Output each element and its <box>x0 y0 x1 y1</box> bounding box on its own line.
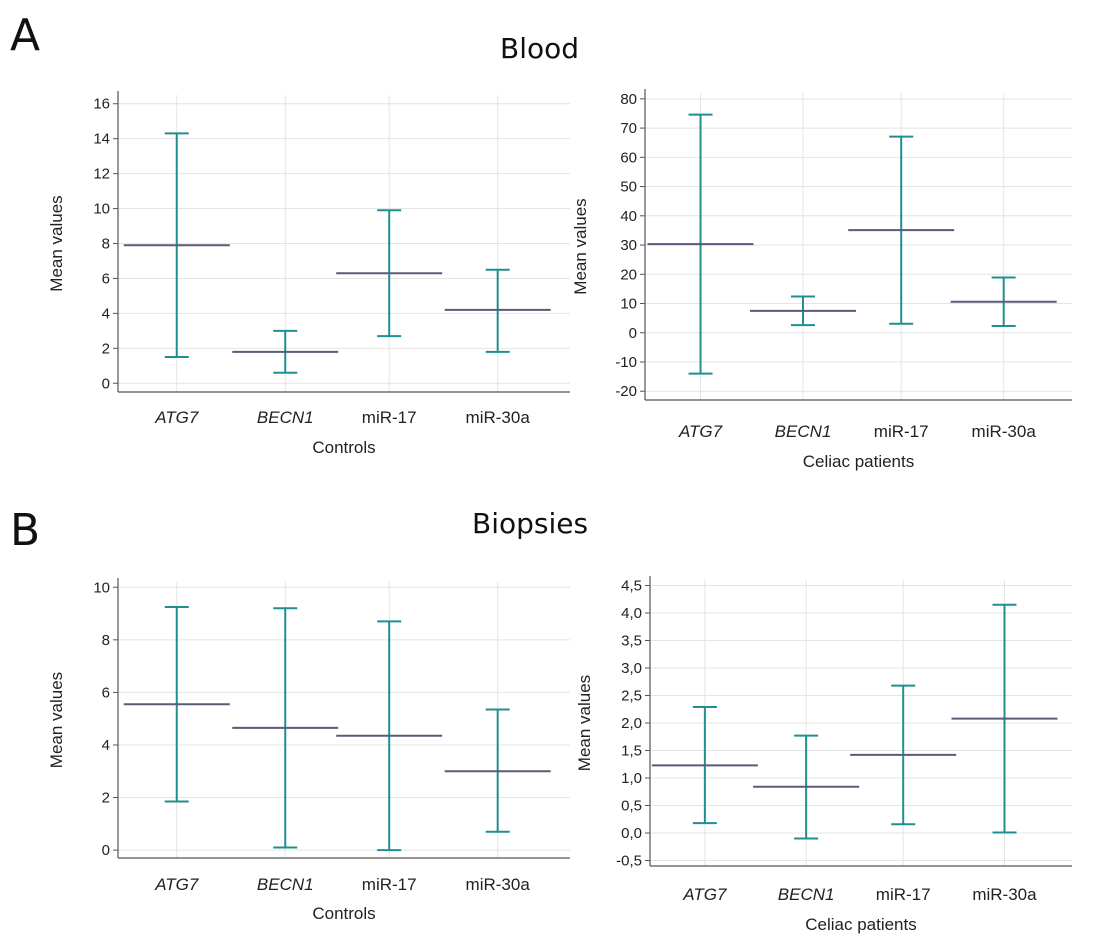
chart4-y-axis-title: Mean values <box>575 675 594 771</box>
chart4-ytick-label: 3,0 <box>621 660 642 677</box>
chart3-ytick-label: 10 <box>93 579 110 596</box>
chart4-category-label: ATG7 <box>682 885 727 904</box>
chart3-category-label: miR-17 <box>362 875 417 894</box>
chart1-ytick-label: 2 <box>102 340 110 357</box>
chart4-ytick-label: 0,0 <box>621 825 642 842</box>
chart2-category-label: ATG7 <box>678 422 723 441</box>
chart1-category-label: ATG7 <box>154 408 199 427</box>
chart2-ytick-label: 0 <box>629 325 637 342</box>
chart4-ytick-label: -0,5 <box>616 853 642 870</box>
chart4-category-label: BECN1 <box>778 885 835 904</box>
chart2-ytick-label: 60 <box>620 149 637 166</box>
chart2-ytick-label: 10 <box>620 296 637 313</box>
chart4-ytick-label: 0,5 <box>621 798 642 815</box>
chart2-ytick-label: 30 <box>620 237 637 254</box>
chart3-ytick-label: 8 <box>102 632 110 649</box>
chart4-ytick-label: 2,0 <box>621 715 642 732</box>
chart1-category-label: BECN1 <box>257 408 314 427</box>
chart1-ytick-label: 0 <box>102 375 110 392</box>
chart4-x-axis-title: Celiac patients <box>805 915 917 934</box>
chart1-ytick-label: 14 <box>93 131 110 148</box>
panel-letter-a: A <box>10 10 41 61</box>
section-title-biopsies: Biopsies <box>472 507 589 540</box>
chart4-ytick-label: 1,5 <box>621 743 642 760</box>
chart3-x-axis-title: Controls <box>312 904 375 923</box>
chart4-ytick-label: 4,5 <box>621 578 642 595</box>
panel-letter-b: B <box>10 505 41 556</box>
chart2-category-label: BECN1 <box>775 422 832 441</box>
chart1-x-axis-title: Controls <box>312 438 375 457</box>
chart1-ytick-label: 4 <box>102 305 110 322</box>
chart3-ytick-label: 0 <box>102 842 110 859</box>
chart1-y-axis-title: Mean values <box>47 195 66 291</box>
chart3-ytick-label: 4 <box>102 737 110 754</box>
chart2-ytick-label: 40 <box>620 208 637 225</box>
chart2-ytick-label: 80 <box>620 91 637 108</box>
chart4-category-label: miR-17 <box>876 885 931 904</box>
chart2-y-axis-title: Mean values <box>571 198 590 294</box>
chart4-ytick-label: 3,5 <box>621 633 642 650</box>
chart3-ytick-label: 6 <box>102 684 110 701</box>
chart3-category-label: BECN1 <box>257 875 314 894</box>
chart2-ytick-label: -20 <box>615 383 637 400</box>
chart1-category-label: miR-30a <box>466 408 531 427</box>
chart2-ytick-label: -10 <box>615 354 637 371</box>
chart2-category-label: miR-17 <box>874 422 929 441</box>
chart2-ytick-label: 20 <box>620 266 637 283</box>
chart4-ytick-label: 1,0 <box>621 770 642 787</box>
chart3-y-axis-title: Mean values <box>47 672 66 768</box>
chart1-ytick-label: 12 <box>93 166 110 183</box>
chart4-ytick-label: 4,0 <box>621 605 642 622</box>
chart2-category-label: miR-30a <box>972 422 1037 441</box>
chart1-ytick-label: 16 <box>93 96 110 113</box>
chart2-ytick-label: 50 <box>620 179 637 196</box>
chart4-ytick-label: 2,5 <box>621 688 642 705</box>
chart4-category-label: miR-30a <box>972 885 1037 904</box>
chart3-category-label: ATG7 <box>154 875 199 894</box>
chart3-ytick-label: 2 <box>102 790 110 807</box>
chart1-ytick-label: 8 <box>102 236 110 253</box>
chart1-ytick-label: 10 <box>93 201 110 218</box>
chart1-category-label: miR-17 <box>362 408 417 427</box>
chart3-category-label: miR-30a <box>466 875 531 894</box>
chart2-ytick-label: 70 <box>620 120 637 137</box>
chart1-ytick-label: 6 <box>102 270 110 287</box>
chart2-x-axis-title: Celiac patients <box>803 452 915 471</box>
section-title-blood: Blood <box>500 32 580 65</box>
